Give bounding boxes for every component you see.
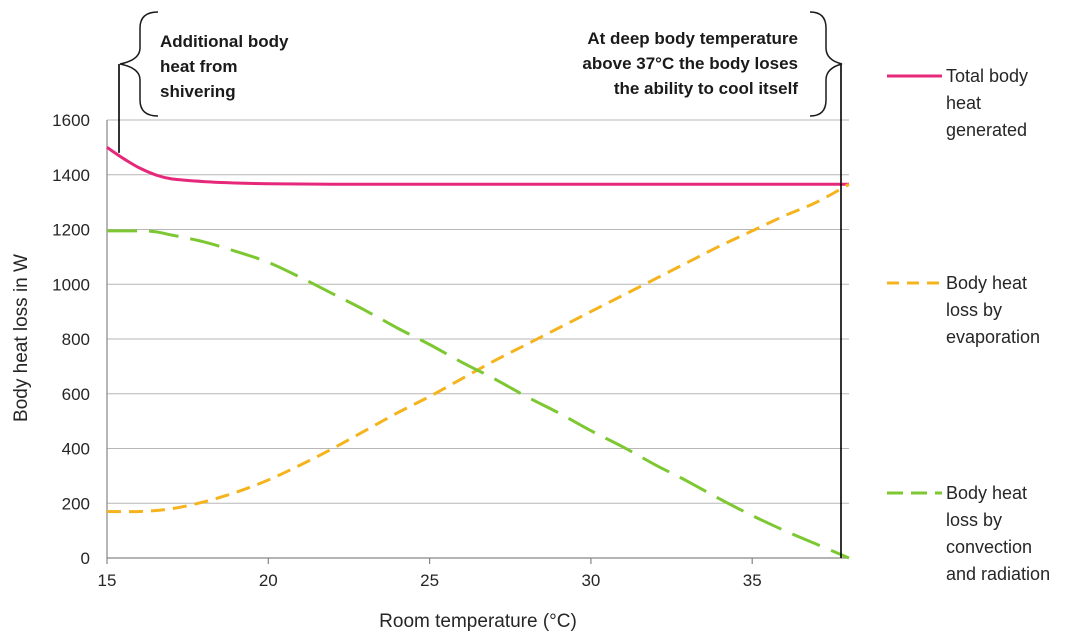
y-tick-label: 600	[62, 385, 90, 404]
y-tick-label: 1200	[52, 221, 90, 240]
series-line-1	[106, 146, 849, 186]
annotation-brace-shivering	[119, 11, 159, 117]
legend-label-3: convection	[946, 537, 1032, 557]
legend-label-2: loss by	[946, 300, 1002, 320]
x-axis-title: Room temperature (°C)	[379, 611, 577, 632]
annotations: Additional body heat from shivering At deep…	[118, 11, 843, 558]
gridlines	[107, 119, 849, 504]
annotation-text-deep-body: above 37°C the body loses	[582, 54, 798, 73]
x-tick-label: 15	[98, 571, 117, 590]
series-line-3	[106, 229, 850, 560]
annotation-text-shivering: shivering	[160, 82, 236, 101]
y-tick-label: 1400	[52, 166, 90, 185]
y-tick-label: 0	[81, 549, 90, 568]
annotation-text-deep-body: At deep body temperature	[587, 29, 798, 48]
legend-label-3: and radiation	[946, 564, 1050, 584]
series-lines	[106, 146, 850, 560]
y-tick-label: 200	[62, 494, 90, 513]
x-tick-label: 25	[420, 571, 439, 590]
annotation-text-shivering: Additional body	[160, 32, 289, 51]
series-line-2	[106, 182, 850, 514]
legend-label-1: heat	[946, 93, 981, 113]
y-axis-title: Body heat loss in W	[11, 254, 32, 422]
x-tick-label: 35	[743, 571, 762, 590]
legend-label-1: generated	[946, 120, 1027, 140]
legend-label-3: Body heat	[946, 483, 1027, 503]
legend: Total body heat generated Body heat loss by e…	[887, 66, 1050, 584]
y-tick-label: 1600	[52, 111, 90, 130]
y-tick-label: 400	[62, 440, 90, 459]
legend-label-2: Body heat	[946, 273, 1027, 293]
annotation-text-deep-body: the ability to cool itself	[614, 79, 799, 98]
legend-label-2: evaporation	[946, 327, 1040, 347]
annotation-brace-deep-body	[809, 11, 843, 117]
legend-label-1: Total body	[946, 66, 1028, 86]
y-tick-label: 1000	[52, 275, 90, 294]
x-tick-label: 30	[581, 571, 600, 590]
x-tick-label: 20	[259, 571, 278, 590]
annotation-text-shivering: heat from	[160, 57, 237, 76]
axes: 0 200 400 600 800 1000 1200 1400 1600 15 20 25 30 35	[52, 111, 849, 590]
legend-label-3: loss by	[946, 510, 1002, 530]
y-tick-label: 800	[62, 330, 90, 349]
